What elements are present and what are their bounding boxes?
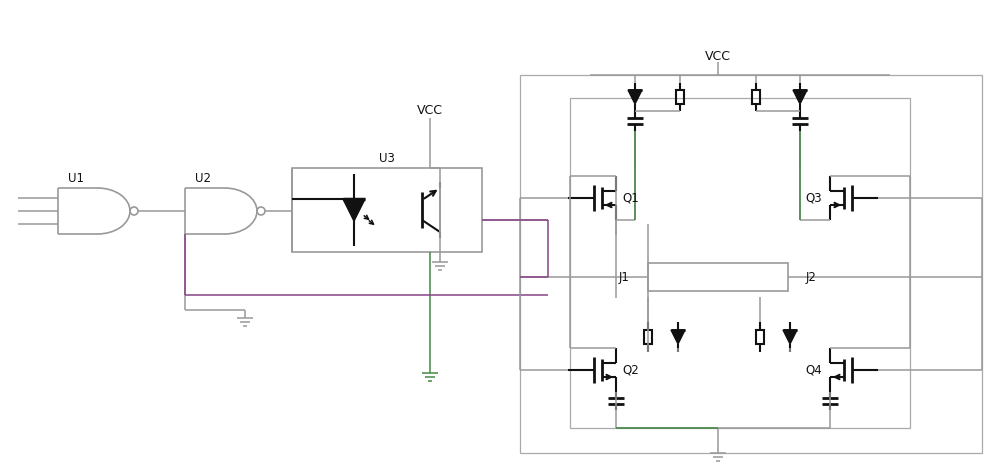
Text: VCC: VCC [705, 50, 731, 62]
Polygon shape [793, 90, 807, 104]
Text: Q2: Q2 [622, 363, 639, 377]
Polygon shape [343, 199, 365, 221]
Text: Q3: Q3 [805, 192, 822, 204]
Text: U3: U3 [379, 152, 395, 165]
Text: J1: J1 [619, 270, 630, 284]
Text: Q4: Q4 [805, 363, 822, 377]
Text: U1: U1 [68, 171, 84, 185]
Polygon shape [671, 330, 685, 344]
Bar [520, 75, 982, 453]
Bar [648, 263, 788, 291]
Text: U2: U2 [195, 171, 211, 185]
Bar [644, 330, 652, 344]
Bar [756, 330, 764, 344]
Text: VCC: VCC [417, 103, 443, 117]
Bar [292, 168, 482, 252]
Polygon shape [783, 330, 797, 344]
Text: J2: J2 [806, 270, 817, 284]
Bar [676, 90, 684, 104]
Bar [570, 98, 910, 428]
Polygon shape [628, 90, 642, 104]
Text: Q1: Q1 [622, 192, 639, 204]
Bar [752, 90, 760, 104]
